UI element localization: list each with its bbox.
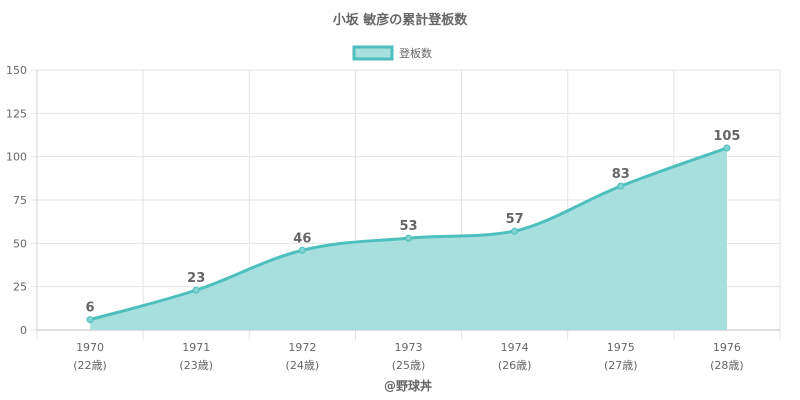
- x-tick-label: 1970: [76, 341, 104, 354]
- data-point[interactable]: [192, 286, 200, 294]
- data-label: 83: [612, 167, 630, 182]
- data-label: 6: [86, 301, 95, 316]
- data-point[interactable]: [405, 234, 412, 242]
- data-point[interactable]: [86, 316, 94, 324]
- legend[interactable]: 登板数: [352, 45, 432, 61]
- data-label: 105: [713, 129, 740, 144]
- x-tick-sublabel: (25歳): [392, 359, 426, 372]
- y-tick-label: 50: [13, 237, 27, 250]
- x-tick-label: 1973: [395, 341, 423, 354]
- chart-title: 小坂 敏彦の累計登板数: [333, 12, 469, 28]
- x-tick-sublabel: (22歳): [73, 359, 107, 372]
- y-tick-label: 125: [6, 107, 27, 120]
- data-label: 57: [506, 212, 524, 227]
- y-tick-label: 100: [6, 151, 27, 164]
- data-point[interactable]: [723, 144, 731, 152]
- credit-text: @野球丼: [384, 378, 432, 393]
- x-tick-sublabel: (28歳): [710, 359, 744, 372]
- y-tick-label: 150: [6, 64, 27, 77]
- x-tick-sublabel: (26歳): [498, 359, 532, 372]
- data-labels: 6 23 46 53 57 83 105: [86, 129, 741, 316]
- data-label: 46: [293, 231, 311, 246]
- y-tick-label: 0: [20, 324, 27, 337]
- data-point[interactable]: [298, 246, 306, 254]
- x-tick-label: 1975: [607, 341, 635, 354]
- plot-area: [86, 144, 731, 330]
- y-tick-label: 75: [13, 194, 27, 207]
- x-tick-sublabel: (27歳): [604, 359, 638, 372]
- data-label: 53: [399, 219, 417, 234]
- legend-label: 登板数: [399, 46, 432, 60]
- x-tick-sublabel: (23歳): [179, 359, 213, 372]
- data-point[interactable]: [617, 182, 625, 190]
- x-tick-label: 1972: [288, 341, 316, 354]
- x-tick-sublabel: (24歳): [286, 359, 320, 372]
- y-tick-label: 25: [13, 281, 27, 294]
- data-point[interactable]: [511, 227, 519, 235]
- x-tick-label: 1976: [713, 341, 741, 354]
- x-tick-label: 1974: [501, 341, 529, 354]
- y-axis: 0 25 50 75 100 125 150: [6, 64, 38, 337]
- x-tick-label: 1971: [182, 341, 210, 354]
- legend-swatch: [352, 45, 394, 61]
- data-label: 23: [187, 271, 205, 286]
- x-axis: 1970 (22歳) 1971 (23歳) 1972 (24歳) 1973 (25歳) 1974…: [37, 329, 780, 372]
